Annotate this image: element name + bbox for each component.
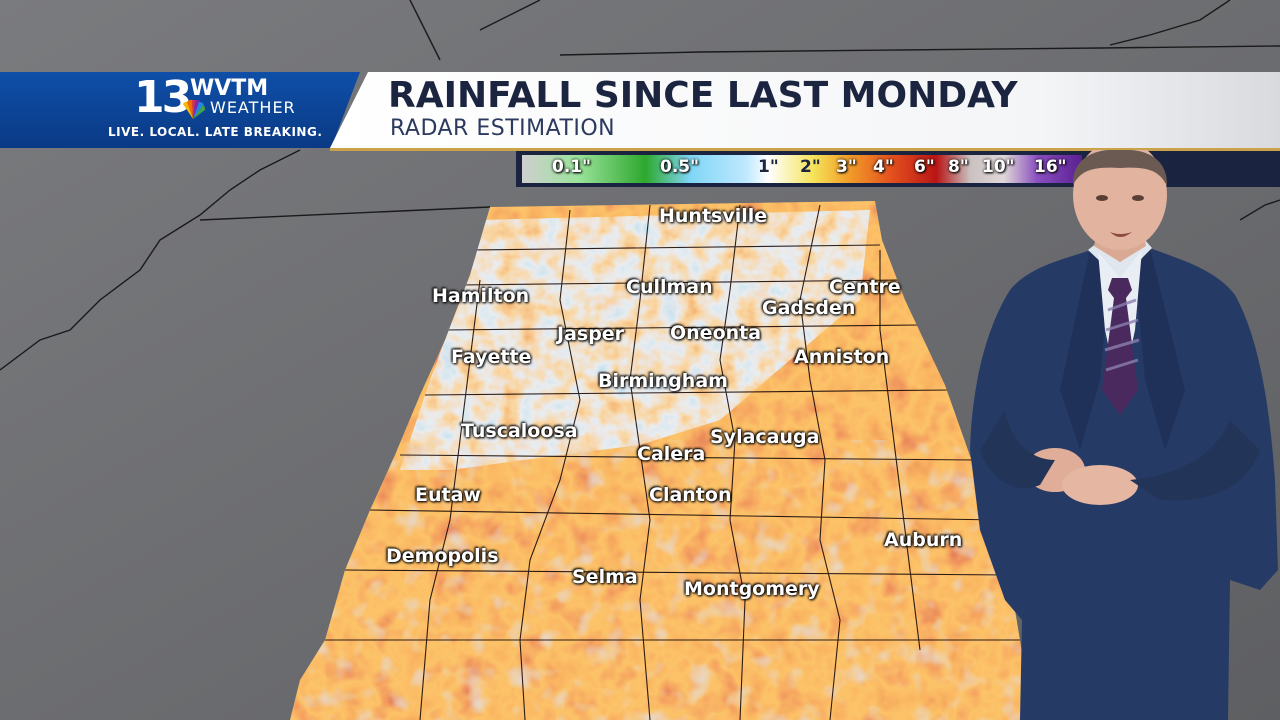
legend-label: 2" <box>800 157 821 177</box>
legend-label: 16" <box>1034 157 1067 177</box>
legend-label: 0.5" <box>660 157 699 177</box>
city-label-cullman: Cullman <box>626 276 713 298</box>
title-panel <box>330 72 1280 148</box>
legend-label: 4" <box>873 157 894 177</box>
station-logo-panel <box>0 72 360 148</box>
logo-tagline: LIVE. LOCAL. LATE BREAKING. <box>108 125 323 139</box>
city-label-tuscaloosa: Tuscaloosa <box>461 420 578 442</box>
city-label-selma: Selma <box>572 566 638 588</box>
city-label-clanton: Clanton <box>649 484 732 506</box>
city-label-birmingham: Birmingham <box>598 370 728 392</box>
logo-weather-text: WEATHER <box>210 98 296 117</box>
legend-label: 8" <box>948 157 969 177</box>
city-label-demopolis: Demopolis <box>386 545 499 567</box>
rainfall-legend-bar <box>522 155 1082 183</box>
city-label-montgomery: Montgomery <box>684 578 820 600</box>
legend-label: 0.1" <box>552 157 591 177</box>
meteorologist-presenter <box>970 150 1278 720</box>
city-label-huntsville: Huntsville <box>659 205 768 227</box>
peacock-icon <box>183 100 206 119</box>
legend-label: 6" <box>914 157 935 177</box>
legend-label: 3" <box>836 157 857 177</box>
legend-label: 10" <box>982 157 1015 177</box>
graphic-title: RAINFALL SINCE LAST MONDAY <box>388 75 1018 116</box>
city-label-calera: Calera <box>637 443 706 465</box>
city-label-oneonta: Oneonta <box>670 322 762 344</box>
city-label-jasper: Jasper <box>557 323 625 345</box>
logo-callsign: WVTM <box>190 76 269 101</box>
state-borders <box>0 0 1280 371</box>
graphic-subtitle: RADAR ESTIMATION <box>390 116 616 141</box>
legend-label: 1" <box>758 157 779 177</box>
city-label-hamilton: Hamilton <box>432 285 530 307</box>
title-underline <box>330 148 1280 151</box>
logo-channel-number: 13 <box>134 72 192 123</box>
city-label-eutaw: Eutaw <box>415 484 481 506</box>
city-label-gadsden: Gadsden <box>762 297 856 319</box>
city-label-anniston: Anniston <box>794 346 890 368</box>
city-label-centre: Centre <box>829 276 901 298</box>
city-label-sylacauga: Sylacauga <box>710 426 820 448</box>
city-label-fayette: Fayette <box>451 346 532 368</box>
city-label-auburn: Auburn <box>884 529 963 551</box>
